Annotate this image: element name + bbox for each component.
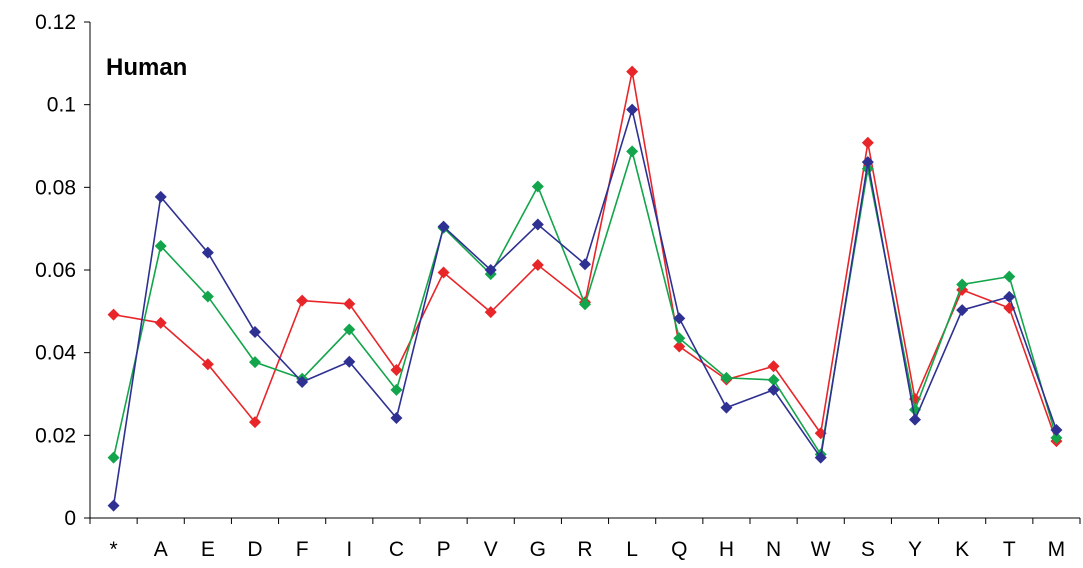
data-point <box>626 65 639 78</box>
data-point <box>531 180 544 193</box>
y-tick-label: 0.1 <box>47 94 76 117</box>
x-tick-label: I <box>346 538 352 561</box>
data-point <box>531 218 544 231</box>
data-point <box>107 499 120 512</box>
data-point <box>249 356 261 369</box>
chart-annotation: Human <box>106 54 187 81</box>
data-point <box>343 323 356 336</box>
data-point <box>343 355 356 368</box>
data-point <box>154 190 167 203</box>
x-tick-label: N <box>766 538 781 561</box>
data-point <box>720 371 733 384</box>
series-line <box>113 71 1058 442</box>
data-point <box>767 360 780 373</box>
data-point <box>861 136 874 149</box>
data-point <box>626 103 639 116</box>
data-point <box>107 308 120 321</box>
series-3 <box>107 103 1063 512</box>
data-point <box>154 240 167 253</box>
data-point <box>201 246 214 259</box>
x-axis-ticks: * A E D F I C P V G R L Q H N W S Y K T M <box>89 518 1081 561</box>
data-point <box>579 298 591 311</box>
series-1 <box>107 65 1063 448</box>
data-point <box>201 290 214 303</box>
data-point <box>1003 270 1016 283</box>
data-point <box>201 358 214 371</box>
x-tick-label: D <box>247 538 262 561</box>
data-point <box>909 413 921 426</box>
x-tick-label: * <box>109 538 117 561</box>
data-point <box>720 401 733 414</box>
data-point <box>579 258 591 271</box>
data-point <box>767 383 780 396</box>
y-tick-label: 0 <box>64 507 76 530</box>
x-tick-label: A <box>154 538 168 561</box>
data-point <box>390 364 403 377</box>
data-point <box>296 294 309 307</box>
data-point <box>1050 431 1063 444</box>
data-point <box>956 304 969 317</box>
data-point <box>249 416 261 429</box>
x-tick-label: F <box>296 538 309 561</box>
data-point <box>531 259 544 272</box>
data-point <box>484 306 497 319</box>
data-point <box>390 383 403 396</box>
x-tick-label: V <box>484 538 498 561</box>
x-tick-label: H <box>719 538 734 561</box>
data-point <box>673 340 686 353</box>
data-point <box>107 451 120 464</box>
data-point <box>861 162 874 175</box>
data-point <box>861 156 874 169</box>
x-tick-label: P <box>437 538 451 561</box>
data-point <box>626 145 639 158</box>
x-tick-label: L <box>626 538 638 561</box>
y-tick-label: 0.06 <box>35 259 76 282</box>
data-point <box>343 297 356 310</box>
x-tick-label: M <box>1048 538 1066 561</box>
data-point <box>296 376 309 389</box>
x-tick-label: Y <box>908 538 922 561</box>
data-point <box>673 332 686 345</box>
x-tick-label: S <box>861 538 875 561</box>
x-tick-label: G <box>530 538 546 561</box>
data-point <box>956 278 969 291</box>
data-point <box>390 411 403 424</box>
data-point <box>154 316 167 329</box>
y-tick-label: 0.02 <box>35 424 76 447</box>
y-tick-label: 0.08 <box>35 176 76 199</box>
data-point <box>484 264 497 276</box>
x-tick-label: K <box>955 538 969 561</box>
y-tick-label: 0.04 <box>35 342 76 365</box>
data-point <box>249 326 261 338</box>
y-axis-ticks: 0 0.02 0.04 0.06 0.08 0.1 0.12 <box>35 11 90 530</box>
chart-series <box>107 65 1063 512</box>
data-point <box>767 373 780 386</box>
y-tick-label: 0.12 <box>35 11 76 34</box>
data-point <box>437 220 450 233</box>
x-tick-label: R <box>577 538 592 561</box>
data-point <box>673 312 686 325</box>
data-point <box>814 451 827 464</box>
x-tick-label: W <box>811 538 831 561</box>
x-tick-label: T <box>1003 538 1016 561</box>
x-tick-label: Q <box>671 538 687 561</box>
data-point <box>437 266 450 279</box>
x-tick-label: E <box>201 538 215 561</box>
x-tick-label: C <box>389 538 404 561</box>
data-point <box>1050 423 1063 436</box>
data-point <box>1003 290 1016 303</box>
